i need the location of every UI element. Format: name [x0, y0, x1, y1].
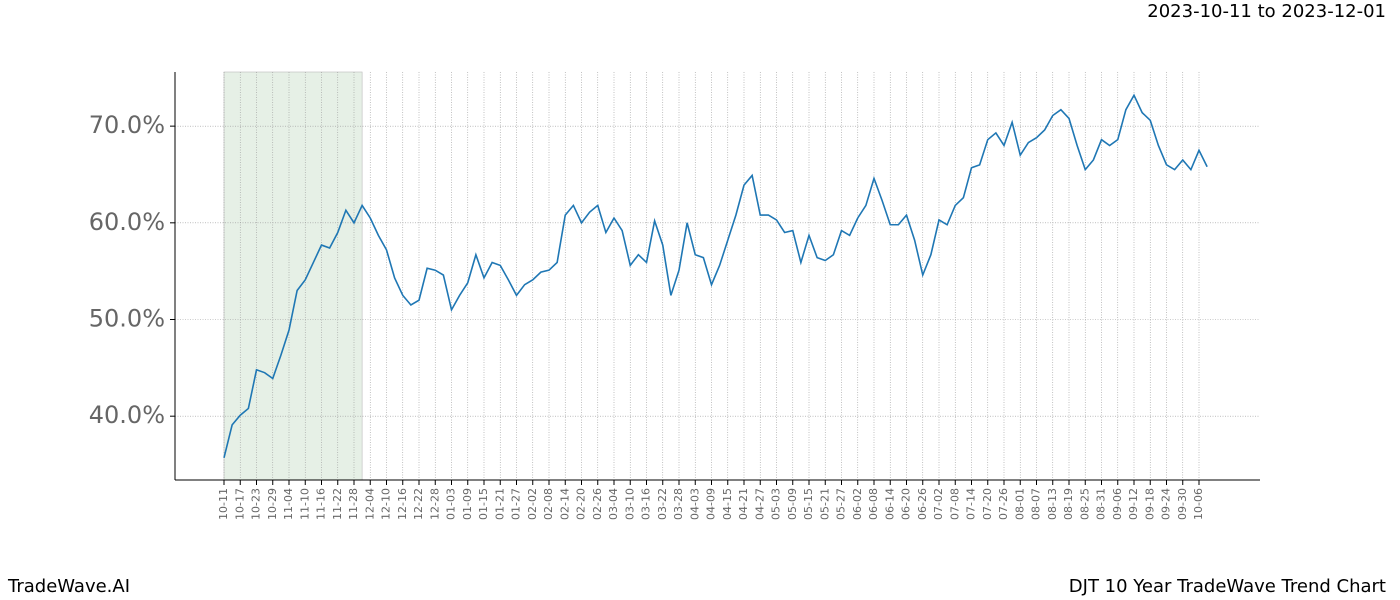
x-tick-label: 09-24 [1160, 488, 1173, 520]
x-tick-label: 10-17 [233, 488, 246, 520]
x-tick-label: 05-27 [835, 488, 848, 520]
x-tick-label: 08-01 [1013, 488, 1026, 520]
x-tick-label: 10-29 [266, 488, 279, 520]
x-tick-label: 03-10 [623, 488, 636, 520]
x-tick-label: 12-22 [412, 488, 425, 520]
x-tick-label: 08-31 [1095, 488, 1108, 520]
x-tick-label: 11-04 [282, 488, 295, 520]
x-tick-label: 03-16 [640, 488, 653, 520]
x-tick-label: 11-16 [315, 488, 328, 520]
x-tick-label: 12-28 [428, 488, 441, 520]
x-tick-label: 06-26 [916, 488, 929, 520]
x-tick-label: 02-08 [542, 488, 555, 520]
x-tick-label: 01-27 [510, 488, 523, 520]
x-tick-label: 09-30 [1176, 488, 1189, 520]
x-tick-label: 02-20 [575, 488, 588, 520]
x-tick-label: 10-23 [250, 488, 263, 520]
y-tick-label: 70.0% [89, 111, 165, 139]
x-tick-label: 05-15 [802, 488, 815, 520]
x-tick-label: 04-15 [721, 488, 734, 520]
x-tick-label: 06-20 [900, 488, 913, 520]
brand: TradeWave.AI [7, 576, 130, 597]
x-tick-label: 01-09 [461, 488, 474, 520]
x-tick-label: 11-28 [347, 488, 360, 520]
y-tick-label: 40.0% [89, 401, 165, 429]
x-tick-label: 02-26 [591, 488, 604, 520]
x-tick-label: 04-21 [737, 488, 750, 520]
x-tick-label: 04-27 [753, 488, 766, 520]
x-tick-label: 05-21 [818, 488, 831, 520]
x-tick-label: 06-08 [867, 488, 880, 520]
x-tick-label: 03-22 [656, 488, 669, 520]
x-tick-label: 12-10 [380, 488, 393, 520]
x-tick-label: 03-28 [672, 488, 685, 520]
x-tick-label: 02-14 [558, 488, 571, 520]
x-tick-label: 08-13 [1046, 488, 1059, 520]
x-tick-label: 07-26 [997, 488, 1010, 520]
x-tick-label: 02-02 [526, 488, 539, 520]
x-tick-label: 07-02 [932, 488, 945, 520]
highlight-band [223, 71, 363, 481]
x-tick-label: 09-18 [1143, 488, 1156, 520]
line-series [223, 93, 1208, 458]
x-tick-label: 08-25 [1078, 488, 1091, 520]
x-tick-label: 01-03 [445, 488, 458, 520]
y-tick-label: 60.0% [89, 208, 165, 236]
x-tick-label: 11-22 [331, 488, 344, 520]
x-tick-label: 07-08 [948, 488, 961, 520]
x-tick-label: 08-19 [1062, 488, 1075, 520]
x-tick-label: 09-12 [1127, 488, 1140, 520]
x-tick-label: 05-03 [770, 488, 783, 520]
x-tick-label: 12-04 [363, 488, 376, 520]
x-tick-label: 01-15 [477, 488, 490, 520]
y-tick-label: 50.0% [89, 305, 165, 333]
x-tick-label: 04-03 [688, 488, 701, 520]
x-tick-label: 03-04 [607, 488, 620, 520]
x-tick-label: 10-11 [217, 488, 230, 520]
x-tick-label: 07-14 [965, 488, 978, 520]
x-tick-label: 01-21 [493, 488, 506, 520]
x-tick-label: 04-09 [705, 488, 718, 520]
x-tick-label: 11-10 [298, 488, 311, 520]
plot-area: 40.0% 50.0% 60.0% 70.0% 10-11 10-17 10-23 10-29… [89, 71, 1260, 520]
x-tick-label: 09-06 [1111, 488, 1124, 520]
x-tick-label: 10-06 [1192, 488, 1205, 520]
chart-name: DJT 10 Year TradeWave Trend Chart [1069, 576, 1386, 597]
x-tick-label: 06-14 [883, 488, 896, 520]
x-tick-label: 06-02 [851, 488, 864, 520]
x-tick-label: 08-07 [1030, 488, 1043, 520]
date-range: 2023-10-11 to 2023-12-01 [1147, 1, 1386, 22]
x-tick-label: 07-20 [981, 488, 994, 520]
x-tick-label: 12-16 [396, 488, 409, 520]
x-tick-label: 05-09 [786, 488, 799, 520]
